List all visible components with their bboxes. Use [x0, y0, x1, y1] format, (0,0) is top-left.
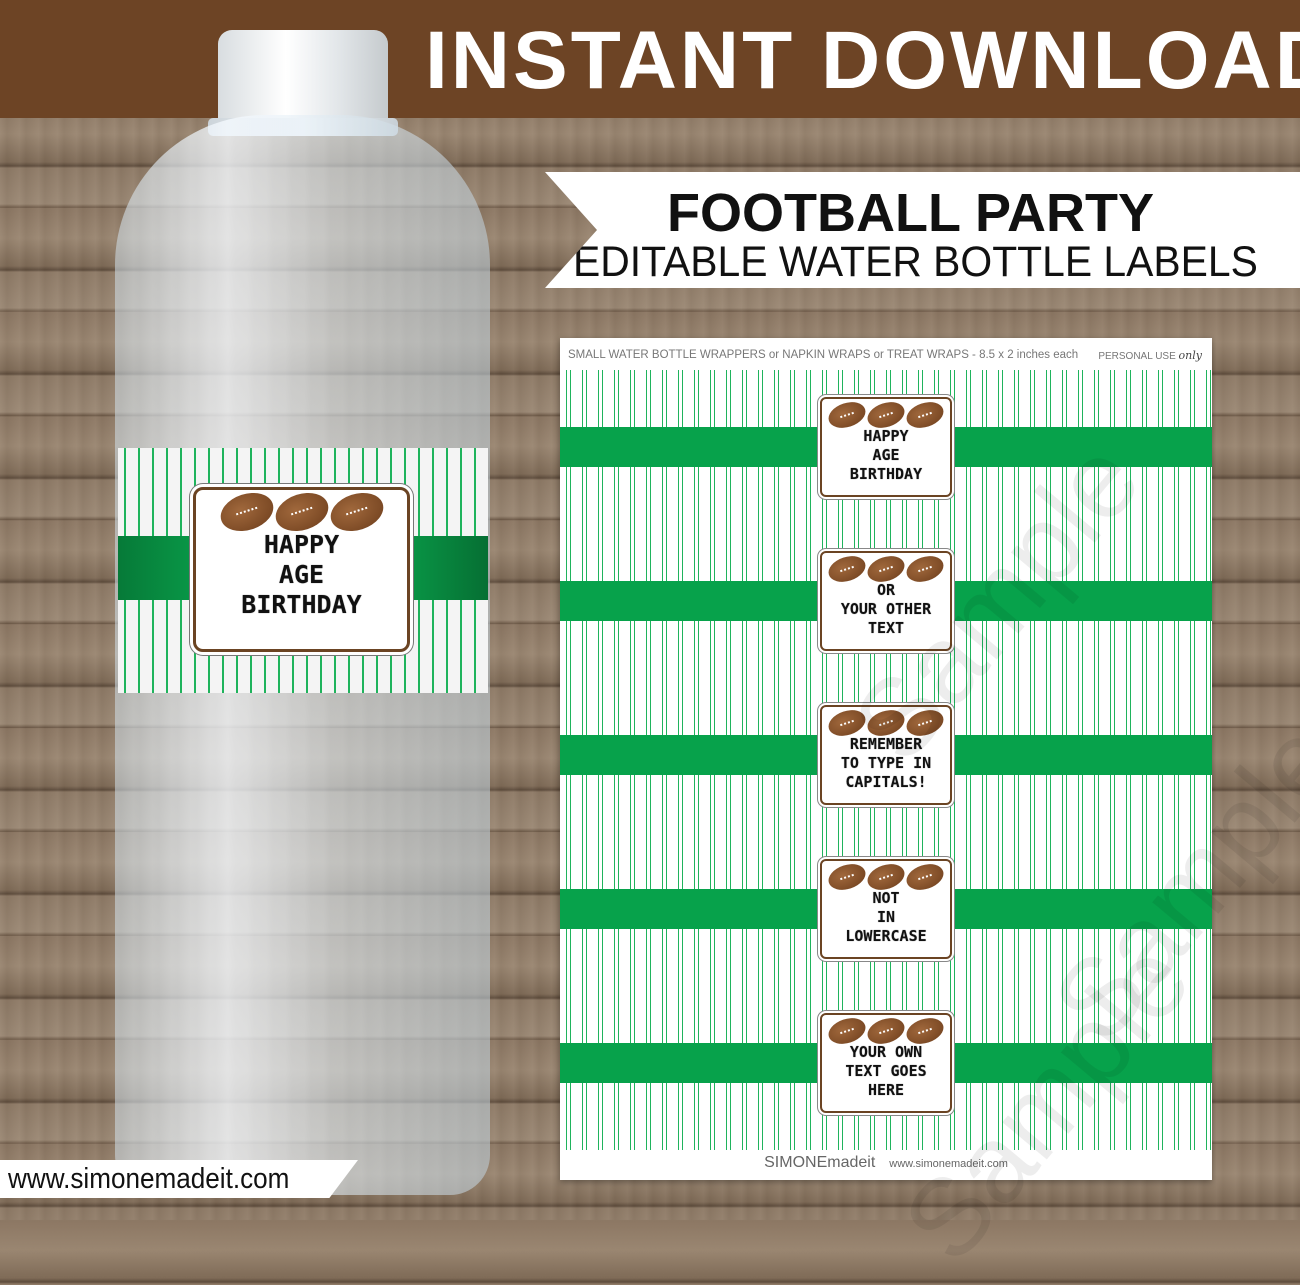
sheet-label-line: CAPITALS!: [845, 773, 927, 791]
banner-title: INSTANT DOWNLOAD: [425, 15, 1300, 106]
footer-url: www.simonemadeit.com: [889, 1158, 1008, 1170]
sheet-label-line: LOWERCASE: [845, 927, 927, 945]
sheet-label-line: BIRTHDAY: [849, 465, 923, 483]
sheet-label-line: YOUR OWN: [849, 1043, 923, 1061]
sheet-label: NOT IN LOWERCASE: [820, 859, 952, 959]
footballs: [822, 1013, 950, 1049]
sheet-label-line: IN: [876, 908, 896, 926]
sheet-label-line: NOT: [872, 889, 900, 907]
sheet-label-line: TEXT: [867, 619, 905, 637]
bottle-label-line: AGE: [278, 560, 325, 589]
personal-use-text: PERSONAL USE: [1098, 351, 1176, 362]
sheet-label-line: HERE: [867, 1081, 905, 1099]
product-title: FOOTBALL PARTY: [667, 183, 1154, 243]
sheet-label: HAPPY AGE BIRTHDAY: [820, 397, 952, 497]
bottle-cap: [218, 30, 388, 125]
personal-use-note: PERSONAL USE only: [1098, 349, 1202, 362]
footballs: [822, 859, 950, 895]
sheet-label: REMEMBER TO TYPE IN CAPITALS!: [820, 705, 952, 805]
sheet-footer: SIMONEmadeit www.simonemadeit.com: [560, 1154, 1212, 1172]
bottle-label-line: BIRTHDAY: [241, 590, 362, 619]
sheet-label: OR YOUR OTHER TEXT: [820, 551, 952, 651]
sheet-label: YOUR OWN TEXT GOES HERE: [820, 1013, 952, 1113]
sheet-header: SMALL WATER BOTTLE WRAPPERS or NAPKIN WR…: [568, 349, 1079, 361]
site-url-banner: www.simonemadeit.com: [0, 1160, 358, 1198]
product-subtitle: EDITABLE WATER BOTTLE LABELS: [573, 238, 1258, 286]
bottle-label-box: HAPPY AGE BIRTHDAY: [193, 486, 410, 652]
sheet-label-line: OR: [876, 581, 896, 599]
sheet-label-line: TEXT GOES: [845, 1062, 927, 1080]
bottle-label-line: HAPPY: [263, 530, 340, 559]
footballs: [822, 397, 950, 433]
sheet-label-line: YOUR OTHER: [840, 600, 932, 618]
sheet-label-line: TO TYPE IN: [840, 754, 932, 772]
footballs: [196, 486, 407, 538]
footballs: [822, 551, 950, 587]
personal-use-script: only: [1178, 349, 1202, 362]
pinstripe-area: HAPPY AGE BIRTHDAY OR YOUR OTHER TEXT REMEMBER…: [560, 370, 1212, 1150]
site-url: www.simonemadeit.com: [8, 1163, 290, 1195]
bottle-label: HAPPY AGE BIRTHDAY: [118, 448, 488, 693]
footer-brand: SIMONEmadeit: [764, 1154, 876, 1171]
sheet-label-line: HAPPY: [863, 427, 909, 445]
title-ribbon: FOOTBALL PARTY EDITABLE WATER BOTTLE LAB…: [545, 172, 1300, 288]
label-sheet: SMALL WATER BOTTLE WRAPPERS or NAPKIN WR…: [560, 338, 1300, 1284]
sheet-label-line: AGE: [872, 446, 900, 464]
top-banner: INSTANT DOWNLOAD: [0, 0, 1300, 118]
sheet-label-line: REMEMBER: [849, 735, 923, 753]
